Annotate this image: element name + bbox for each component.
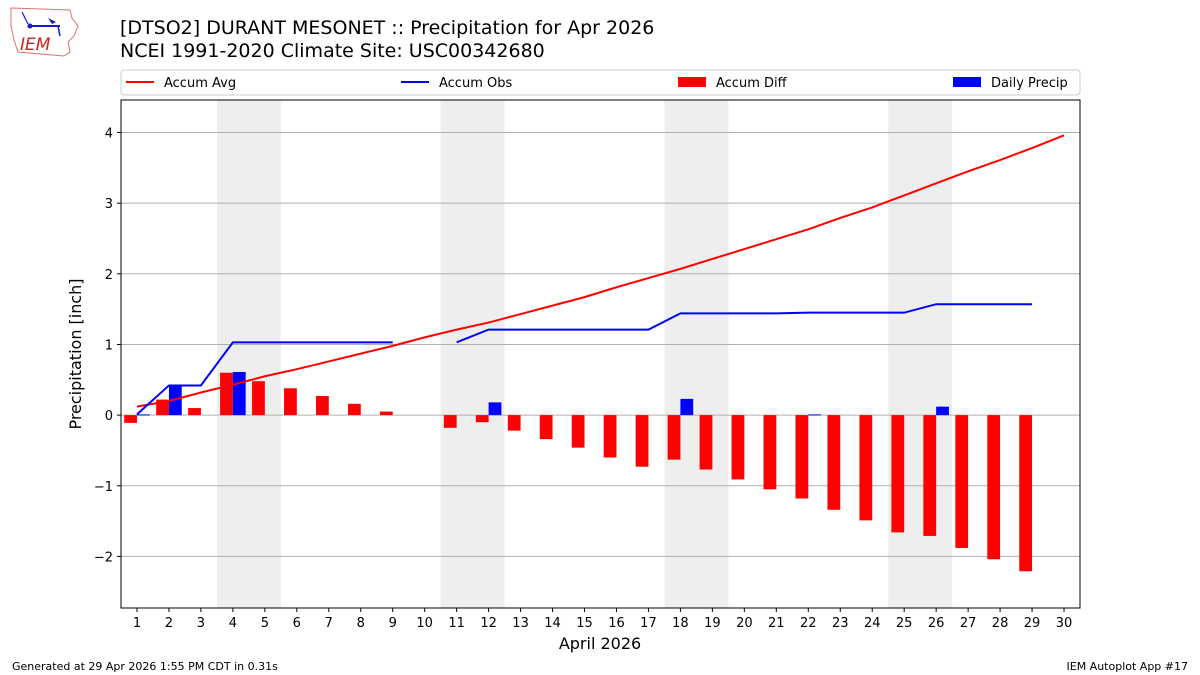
accum-avg-line [136,134,1065,408]
x-tick-label: 16 [608,616,625,631]
accum-diff-bar [635,415,649,467]
accum-diff-bar [347,403,361,416]
daily-precip-bar [488,402,502,416]
weekend-shade [216,100,281,608]
x-tick-label: 8 [357,616,365,631]
accum-diff-bar [1019,415,1033,572]
accum-diff-bar [475,415,489,423]
accum-diff-bar [443,415,457,428]
x-tick-label: 4 [229,616,237,631]
y-tick-label: 3 [105,197,113,212]
x-tick-label: 5 [261,616,269,631]
accum-diff-bar [252,381,265,416]
accum-diff-bar [315,396,329,416]
daily-precip-bar [136,414,150,416]
legend-label: Accum Diff [716,76,788,91]
x-tick-label: 12 [480,616,497,631]
legend-label: Daily Precip [991,76,1068,91]
legend-label: Accum Avg [164,76,236,91]
y-tick-label: −2 [94,550,113,565]
x-tick-label: 11 [448,616,465,631]
accum-obs-line [136,341,393,416]
logo-text: IEM [20,35,51,55]
plot-frame [120,99,1081,609]
x-tick-label: 3 [197,616,205,631]
x-tick-label: 19 [704,616,721,631]
accum-diff-bar [124,415,137,423]
x-tick-label: 20 [736,616,753,631]
accum-diff-bar [379,411,393,416]
x-tick-label: 22 [800,616,817,631]
accum-diff-bar [220,372,233,416]
x-tick-label: 26 [928,616,945,631]
accum-diff-bar [955,415,969,548]
daily-precip-bar [808,414,822,416]
accum-diff-bar [699,415,713,470]
x-tick-label: 2 [165,616,173,631]
footer-app: IEM Autoplot App #17 [1066,660,1189,673]
accum-diff-bar [284,388,297,416]
accum-obs-line [456,303,1033,344]
chart-title: [DTSO2] DURANT MESONET :: Precipitation … [120,17,655,39]
daily-precip-bar [232,372,246,416]
accum-diff-bar [603,415,617,458]
x-tick-label: 13 [512,616,529,631]
weekend-shade [440,100,505,608]
accum-diff-bar [507,415,521,431]
y-tick-label: −1 [94,480,113,495]
x-tick-label: 10 [416,616,433,631]
legend: Accum Avg Accum Obs Accum Diff Daily Precip [120,69,1081,96]
x-tick-label: 9 [389,616,397,631]
accum-diff-bar [987,415,1001,560]
legend-label: Accum Obs [439,76,512,91]
y-tick-label: 2 [105,268,113,283]
x-tick-label: 27 [960,616,977,631]
x-tick-label: 1 [133,616,141,631]
accum-diff-bar [571,415,585,448]
accum-diff-bar [923,415,937,536]
x-tick-label: 15 [576,616,593,631]
x-tick-label: 7 [325,616,333,631]
y-tick-label: 1 [105,338,113,353]
x-tick-label: 25 [896,616,913,631]
y-tick-label: 4 [105,127,113,142]
legend-swatch [678,77,706,87]
x-tick-label: 28 [992,616,1009,631]
legend-swatch [953,77,981,87]
y-tick-label: 0 [105,409,113,424]
weekend-shade [664,100,729,608]
x-tick-label: 24 [864,616,881,631]
accum-diff-bar [795,415,809,499]
x-axis-label: April 2026 [559,634,641,653]
accum-diff-bar [763,415,777,490]
accum-diff-bar [859,415,873,521]
x-tick-label: 30 [1056,616,1073,631]
accum-diff-bar [539,415,553,440]
accum-diff-bar [667,415,681,460]
accum-diff-bar [731,415,745,480]
accum-diff-bar [891,415,905,533]
x-tick-label: 14 [544,616,561,631]
iem-logo: IEM [8,6,80,62]
x-tick-label: 18 [672,616,689,631]
y-axis-label: Precipitation [inch] [66,278,85,429]
x-tick-label: 6 [293,616,301,631]
x-tick-label: 17 [640,616,657,631]
daily-precip-bar [680,398,694,416]
x-tick-label: 29 [1024,616,1041,631]
x-tick-label: 23 [832,616,849,631]
accum-diff-bar [827,415,841,510]
accum-diff-bar [188,408,201,416]
footer-generated: Generated at 29 Apr 2026 1:55 PM CDT in … [12,660,278,673]
chart-subtitle: NCEI 1991-2020 Climate Site: USC00342680 [120,40,545,62]
daily-precip-bar [936,406,949,416]
x-tick-label: 21 [768,616,785,631]
